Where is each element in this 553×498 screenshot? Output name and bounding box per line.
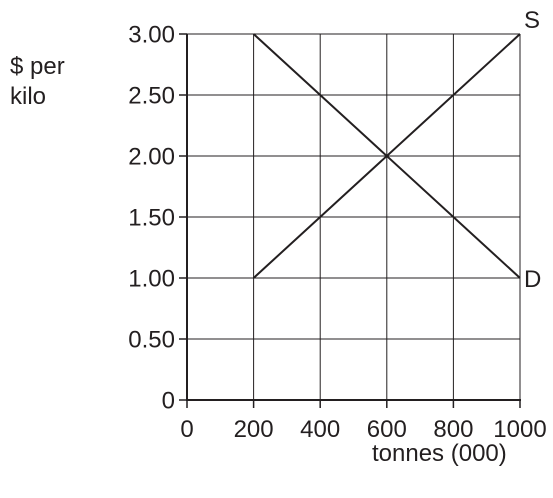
y-tick-label-1: 0.50 — [128, 327, 175, 354]
series-line-d — [252, 33, 521, 279]
tick-labels: 0 200 400 600 800 1000 0 0.50 1.00 1.50 2.00 2.50 3.… — [128, 22, 546, 444]
x-tick-label-0: 0 — [180, 416, 193, 443]
x-tick-label-1: 200 — [234, 416, 274, 443]
y-axis-label-line-2: kilo — [10, 83, 47, 110]
series-lines — [252, 33, 521, 279]
x-tick-label-3: 600 — [367, 416, 407, 443]
series-label-d: D — [524, 266, 541, 293]
series-labels: SD — [524, 7, 541, 293]
y-tick-label-4: 2.00 — [128, 144, 175, 171]
x-axis-label: tonnes (000) — [372, 440, 507, 467]
grid — [187, 33, 521, 400]
y-tick-label-6: 3.00 — [128, 22, 175, 49]
y-tick-label-5: 2.50 — [128, 83, 175, 110]
x-tick-label-5: 1000 — [493, 416, 546, 443]
y-tick-label-2: 1.00 — [128, 266, 175, 293]
x-tick-label-4: 800 — [433, 416, 473, 443]
series-label-s: S — [524, 7, 540, 34]
axes — [179, 33, 521, 408]
y-axis-label: $ per kilo — [10, 52, 65, 112]
y-axis-label-line-1: $ per — [10, 53, 65, 80]
y-tick-label-3: 1.50 — [128, 205, 175, 232]
x-tick-label-2: 400 — [300, 416, 340, 443]
y-tick-label-0: 0 — [162, 388, 175, 415]
